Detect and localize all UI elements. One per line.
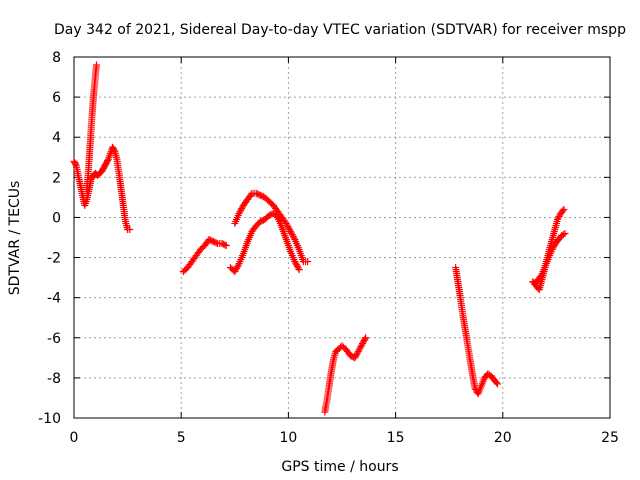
data-point [221, 241, 229, 249]
data-point [293, 262, 301, 270]
series-pass-6 [321, 334, 370, 416]
y-tick-label: -10 [38, 411, 61, 427]
data-point [286, 226, 294, 234]
data-point [553, 215, 561, 223]
series-pass-9 [531, 205, 568, 288]
data-point [354, 347, 362, 355]
data-point [231, 268, 239, 276]
data-point [235, 209, 243, 217]
series-pass-1 [70, 143, 134, 233]
data-point [232, 266, 240, 274]
series-pass-3 [179, 236, 230, 276]
data-point [283, 221, 291, 229]
y-tick-label: -8 [47, 371, 61, 387]
data-point [559, 207, 567, 215]
data-point [293, 261, 301, 269]
data-point [493, 380, 501, 388]
x-tick-label: 0 [70, 430, 79, 446]
data-point [126, 225, 134, 233]
data-point [233, 264, 241, 272]
y-axis-label: SDTVAR / TECUs [7, 181, 23, 296]
data-point [247, 191, 255, 199]
data-series [70, 61, 569, 416]
data-point [555, 212, 563, 220]
series-pass-4 [227, 209, 303, 276]
data-point [212, 239, 220, 247]
x-axis-label: GPS time / hours [281, 459, 398, 475]
data-point [351, 354, 359, 362]
x-tick-label: 20 [494, 430, 512, 446]
y-tick-label: -4 [47, 291, 61, 307]
y-tick-label: -6 [47, 331, 61, 347]
data-point [294, 264, 302, 272]
data-point [362, 334, 370, 342]
data-point [289, 232, 297, 240]
data-point [287, 227, 295, 235]
y-tick-label: -2 [47, 251, 61, 267]
x-tick-label: 15 [387, 430, 405, 446]
x-tick-label: 5 [177, 430, 186, 446]
data-point [285, 224, 293, 232]
x-tick-label: 25 [601, 430, 619, 446]
data-point [361, 335, 369, 343]
series-pass-7 [452, 264, 501, 398]
data-point [290, 234, 298, 242]
data-point [110, 146, 118, 154]
plot-frame [73, 56, 611, 419]
data-point [288, 231, 296, 239]
data-point [237, 206, 245, 214]
axis-ticks: 0 5 10 15 20 25 -10 -8 -6 -4 -2 0 2 4 6 8 [38, 50, 619, 446]
data-point [284, 223, 292, 231]
x-tick-label: 10 [279, 430, 297, 446]
y-tick-label: 0 [52, 210, 61, 226]
data-point [355, 346, 363, 354]
data-point [352, 352, 360, 360]
data-point [356, 344, 364, 352]
data-point [358, 341, 366, 349]
data-point [561, 229, 569, 237]
data-point [492, 379, 500, 387]
data-point [222, 242, 230, 250]
y-tick-label: 4 [52, 130, 61, 146]
data-point [71, 160, 79, 168]
data-point [291, 258, 299, 266]
data-point [233, 263, 241, 271]
grid-lines [74, 57, 610, 418]
data-point [236, 208, 244, 216]
data-point [292, 259, 300, 267]
data-point [560, 205, 568, 213]
data-point [93, 61, 101, 69]
chart-title: Day 342 of 2021, Sidereal Day-to-day VTE… [54, 22, 626, 38]
y-tick-label: 2 [52, 170, 61, 186]
y-tick-label: 8 [52, 50, 61, 66]
data-point [295, 266, 303, 274]
data-point [353, 351, 361, 359]
data-point [282, 219, 290, 227]
data-point [357, 343, 365, 351]
data-point [287, 229, 295, 237]
data-point [304, 258, 312, 266]
data-point [234, 261, 242, 269]
data-point [104, 157, 112, 165]
data-point [559, 230, 567, 238]
data-point [554, 214, 562, 222]
data-point [353, 349, 361, 357]
data-point [238, 205, 246, 213]
series-pass-2 [83, 61, 101, 193]
y-tick-label: 6 [52, 90, 61, 106]
data-point [359, 339, 367, 347]
series-pass-5 [231, 189, 312, 266]
